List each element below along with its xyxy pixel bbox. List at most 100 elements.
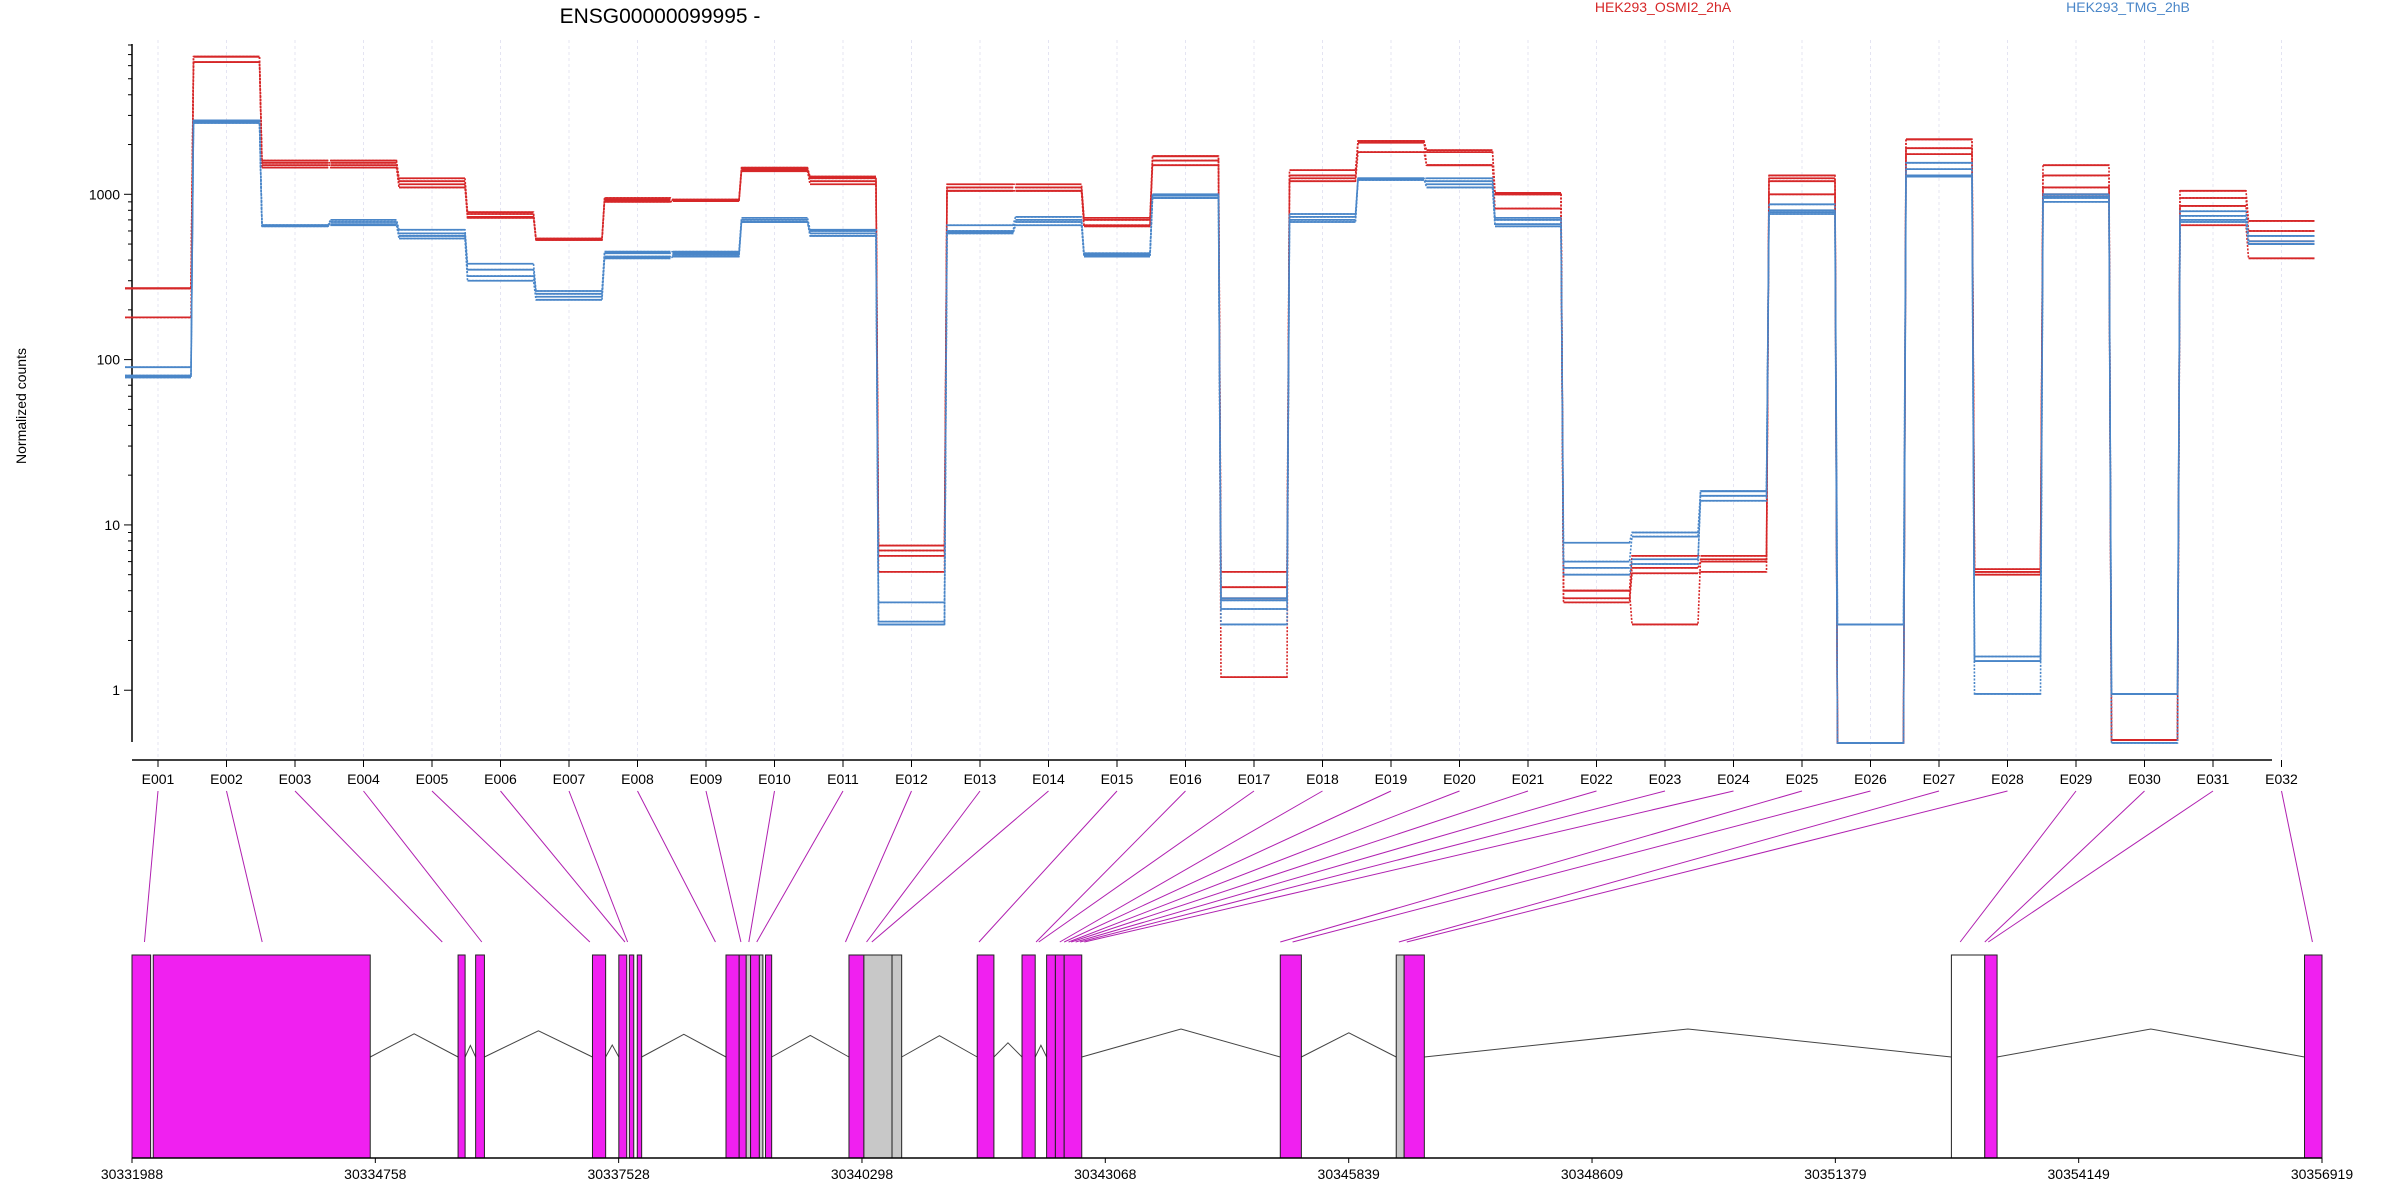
exon-connector-line xyxy=(1406,790,2008,943)
genomic-tick-label: 30354149 xyxy=(2048,1166,2111,1182)
x-tick-label: E010 xyxy=(758,771,791,787)
exon-block xyxy=(725,954,740,1159)
exon-connector-line xyxy=(1398,790,1940,943)
exon-connector-line xyxy=(866,790,981,943)
genomic-tick-label: 30351379 xyxy=(1804,1166,1867,1182)
gene-model: 30331988 30334758 30337528 30340298 30343068… xyxy=(101,954,2354,1182)
genomic-tick-label: 30348609 xyxy=(1561,1166,1624,1182)
exon-block xyxy=(1046,954,1056,1159)
y-tick-label: 10 xyxy=(104,517,120,533)
intron-arc xyxy=(1424,1028,1952,1058)
exon-block xyxy=(1021,954,1036,1159)
exon-connector-line xyxy=(143,790,159,943)
intron-arc xyxy=(993,1042,1023,1058)
x-tick-label: E013 xyxy=(964,771,997,787)
intron-arc xyxy=(605,1043,620,1058)
x-tick-label: E006 xyxy=(484,771,517,787)
intron-arc xyxy=(1996,1028,2305,1058)
intron-arc xyxy=(901,1035,978,1058)
exon-connector-line xyxy=(568,790,629,943)
exon-block xyxy=(618,954,628,1159)
exon-connector-line xyxy=(978,790,1118,943)
x-tick-label: E028 xyxy=(1991,771,2024,787)
intron-arc xyxy=(464,1044,477,1058)
x-tick-label: E017 xyxy=(1238,771,1271,787)
exon-connector-line xyxy=(2281,790,2313,943)
exon-connector-line xyxy=(1035,790,1186,943)
exon-connector-line xyxy=(1280,790,1803,943)
exon-connector-line xyxy=(1292,790,1871,943)
genomic-tick-label: 30337528 xyxy=(587,1166,650,1182)
x-tick-label: E016 xyxy=(1169,771,1202,787)
exon-block xyxy=(1950,954,1986,1159)
genomic-tick-label: 30343068 xyxy=(1074,1166,1137,1182)
exon-block xyxy=(891,954,903,1159)
y-tick-label: 100 xyxy=(97,352,121,368)
x-tick-label: E021 xyxy=(1512,771,1545,787)
y-tick-label: 1 xyxy=(112,682,120,698)
exon-block xyxy=(152,954,371,1159)
intron-arc xyxy=(1301,1032,1397,1058)
exon-connector-line xyxy=(1068,790,1460,943)
exon-connector-line xyxy=(1075,790,1597,943)
exon-block xyxy=(863,954,893,1159)
intron-arc xyxy=(484,1030,593,1058)
exon-connector-line xyxy=(363,790,483,943)
x-tick-label: E026 xyxy=(1854,771,1887,787)
exon-block xyxy=(636,954,643,1159)
exon-connector-line xyxy=(1984,790,2145,943)
exon-connector-line xyxy=(226,790,263,943)
exon-connector-line xyxy=(705,790,742,943)
exon-block xyxy=(1279,954,1302,1159)
chart-title: ENSG00000099995 - xyxy=(560,5,761,28)
x-tick-label: E022 xyxy=(1580,771,1613,787)
genomic-tick-label: 30331988 xyxy=(101,1166,164,1182)
exon-block xyxy=(750,954,760,1159)
grid-lines xyxy=(157,40,2282,760)
x-tick-label: E027 xyxy=(1923,771,1956,787)
x-tick-label: E030 xyxy=(2128,771,2161,787)
exon-connector-line xyxy=(637,790,716,943)
x-tick-label: E003 xyxy=(279,771,312,787)
series-line-HEK293_TMG_2hB xyxy=(125,119,2315,744)
exon-connector-line xyxy=(1071,790,1529,943)
exon-block xyxy=(848,954,865,1159)
exon-block xyxy=(1054,954,1065,1159)
exon-connector-line xyxy=(1059,790,1323,943)
genomic-tick-label: 30345839 xyxy=(1318,1166,1381,1182)
x-tick-label: E031 xyxy=(2197,771,2230,787)
series-lines xyxy=(125,55,2315,744)
exon-connector-line xyxy=(500,790,626,943)
exon-connector-line xyxy=(871,790,1049,943)
x-tick-label: E029 xyxy=(2060,771,2093,787)
genomic-tick-label: 30334758 xyxy=(344,1166,407,1182)
x-tick-label: E020 xyxy=(1443,771,1476,787)
exon-block xyxy=(1984,954,1998,1159)
x-tick-label: E011 xyxy=(827,771,859,787)
legend-label-tmg: HEK293_TMG_2hB xyxy=(2066,0,2190,15)
exon-block xyxy=(765,954,773,1159)
exon-block xyxy=(976,954,995,1159)
axes: 1 10 100 1000 E001 E002 E003 E004 E005 E006 E007 E0… xyxy=(89,44,2298,787)
x-tick-label: E008 xyxy=(621,771,654,787)
exon-block xyxy=(2304,954,2323,1159)
genomic-tick-label: 30356919 xyxy=(2291,1166,2354,1182)
exon-block xyxy=(1395,954,1405,1159)
intron-arc xyxy=(1081,1028,1281,1058)
y-axis-label: Normalized counts xyxy=(13,348,29,464)
exon-block xyxy=(1063,954,1083,1159)
x-tick-label: E007 xyxy=(553,771,586,787)
x-tick-label: E001 xyxy=(142,771,175,787)
exon-block xyxy=(457,954,466,1159)
exon-connector-line xyxy=(844,790,912,943)
intron-arc xyxy=(1034,1044,1048,1058)
exon-connector-line xyxy=(1988,790,2214,943)
x-tick-label: E015 xyxy=(1101,771,1134,787)
exon-block xyxy=(591,954,607,1159)
exon-connector-line xyxy=(1959,790,2077,943)
exon-block xyxy=(758,954,764,1159)
x-tick-label: E012 xyxy=(895,771,928,787)
exon-connector-line xyxy=(1063,790,1392,943)
exon-block xyxy=(475,954,485,1159)
